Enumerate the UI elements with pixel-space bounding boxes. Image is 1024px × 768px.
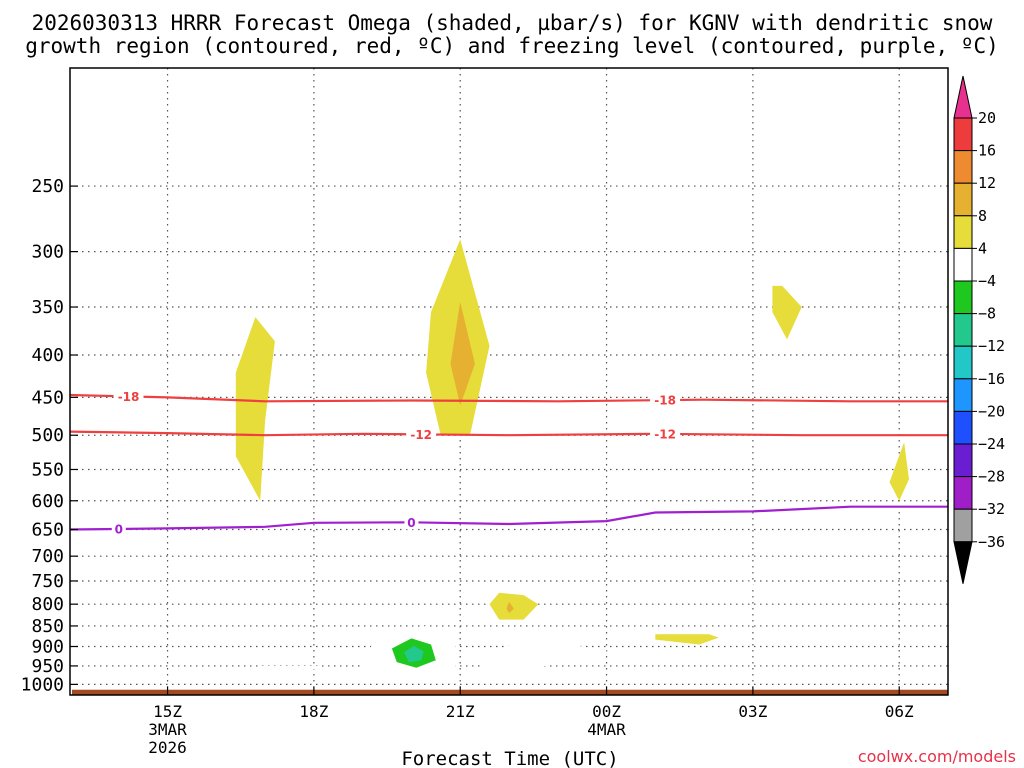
y-tick-label-750: 750 (31, 571, 64, 592)
colorbar-label-8: −16 (978, 370, 1005, 388)
omega-pos-c (772, 285, 802, 340)
omega-neg-a (260, 665, 319, 669)
omega-shading (235, 239, 909, 678)
y-tick-label-850: 850 (31, 616, 64, 637)
colorbar-label-1: 16 (978, 142, 996, 160)
y-tick-label-700: 700 (31, 546, 64, 567)
plot-frame (69, 67, 949, 696)
colorbar-swatch-12 (953, 508, 973, 543)
colorbar-swatch-9 (953, 410, 973, 445)
x-tick-label-18-0: 18Z (299, 702, 328, 721)
colorbar-cap-bottom (953, 541, 973, 584)
omega-pos-d (889, 442, 909, 501)
contour-label-dgz_bottom-1: -12 (654, 427, 676, 441)
x-tick-label-15-1: 3MAR (148, 720, 187, 739)
y-tick-label-550: 550 (31, 459, 64, 480)
colorbar-swatch-1 (953, 150, 973, 184)
y-tick-label-600: 600 (31, 491, 64, 512)
omega-neg-e (745, 581, 756, 592)
chart-title-line-1: 2026030313 HRRR Forecast Omega (shaded, … (32, 11, 993, 35)
colorbar-label-10: −24 (978, 435, 1005, 453)
plot-area (70, 68, 948, 695)
colorbar-swatch-4 (953, 247, 973, 282)
colorbar-label-9: −20 (978, 402, 1005, 420)
contour-label-freezing_level-1: 0 (407, 516, 415, 530)
omega-neg-d (479, 642, 607, 676)
x-tick-label-30-0: 06Z (885, 702, 914, 721)
colorbar-swatch-11 (953, 476, 973, 510)
gridlines (70, 68, 948, 695)
colorbar-swatch-8 (953, 378, 973, 412)
colorbar-label-11: −28 (978, 468, 1005, 486)
omega-neg-b (313, 669, 363, 673)
x-tick-label-24-1: 4MAR (587, 720, 626, 739)
x-tick-label-24-0: 00Z (592, 702, 621, 721)
surface-terrain (72, 689, 948, 695)
colorbar-swatch-5 (953, 280, 973, 315)
colorbar-label-13: −36 (978, 533, 1005, 551)
y-tick-label-450: 450 (31, 387, 64, 408)
contour-dgz_top (69, 393, 948, 403)
chart-title-line-2: growth region (contoured, red, ºC) and f… (25, 34, 999, 58)
colorbar-label-6: −8 (978, 305, 996, 323)
x-tick-label-21-0: 21Z (446, 702, 475, 721)
colorbar-label-3: 8 (978, 207, 987, 225)
colorbar-swatch-7 (953, 345, 973, 380)
omega-pos-e-core (506, 601, 514, 613)
contour-label-freezing_level-0: 0 (115, 522, 123, 536)
y-tick-label-500: 500 (31, 425, 64, 446)
colorbar-swatch-10 (953, 443, 973, 478)
x-axis-label: Forecast Time (UTC) (401, 748, 618, 768)
y-tick-label-650: 650 (31, 520, 64, 541)
y-tick-label-1000: 1000 (21, 674, 64, 695)
contour-label-bg (113, 389, 144, 404)
pressure-axis: 2503003504004505005506006507007508008509… (21, 176, 78, 695)
omega-colorbar: 20 16 12 8 4 −4 −8 −12 −16 −20 −24 −28 −32 −36 (953, 75, 1005, 584)
y-tick-label-250: 250 (31, 176, 64, 197)
colorbar-cap-top (953, 75, 973, 119)
contour-label-bg (111, 521, 126, 536)
contour-freezing_level (69, 505, 948, 531)
y-tick-label-400: 400 (31, 345, 64, 366)
credit-text: coolwx.com/models (858, 747, 1016, 766)
contour-lines: -18 -18 -12 -12 0 0 (69, 389, 948, 536)
colorbar-swatch-3 (953, 215, 973, 249)
omega-pos-f (655, 634, 719, 645)
colorbar-label-7: −12 (978, 337, 1005, 355)
surface-fill (72, 689, 948, 695)
omega-pos-b-core (450, 301, 475, 406)
contour-label-bg (404, 515, 419, 530)
colorbar-label-2: 12 (978, 174, 996, 192)
colorbar-label-5: −4 (978, 272, 996, 290)
contour-label-bg (650, 426, 681, 441)
contour-label-dgz_top-0: -18 (118, 390, 140, 404)
x-tick-label-15-0: 15Z (153, 702, 182, 721)
y-tick-label-300: 300 (31, 242, 64, 263)
omega-pos-e (489, 592, 539, 620)
x-tick-label-27-0: 03Z (738, 702, 767, 721)
x-tick-label-15-2: 2026 (148, 738, 187, 757)
colorbar-label-4: 4 (978, 239, 987, 257)
colorbar-swatch-2 (953, 182, 973, 217)
y-tick-label-950: 950 (31, 656, 64, 677)
contour-label-bg (650, 393, 681, 408)
contour-label-dgz_top-1: -18 (654, 394, 676, 408)
colorbar-swatch-0 (953, 117, 973, 152)
y-tick-label-800: 800 (31, 594, 64, 615)
contour-label-bg (406, 427, 437, 442)
y-tick-label-350: 350 (31, 297, 64, 318)
colorbar-label-0: 20 (978, 109, 996, 127)
colorbar-swatch-6 (953, 313, 973, 347)
omega-neg-c-core (404, 645, 424, 663)
y-tick-label-900: 900 (31, 637, 64, 658)
omega-pos-a (235, 317, 275, 501)
contour-label-dgz_bottom-0: -12 (410, 428, 432, 442)
colorbar-label-12: −32 (978, 500, 1005, 518)
